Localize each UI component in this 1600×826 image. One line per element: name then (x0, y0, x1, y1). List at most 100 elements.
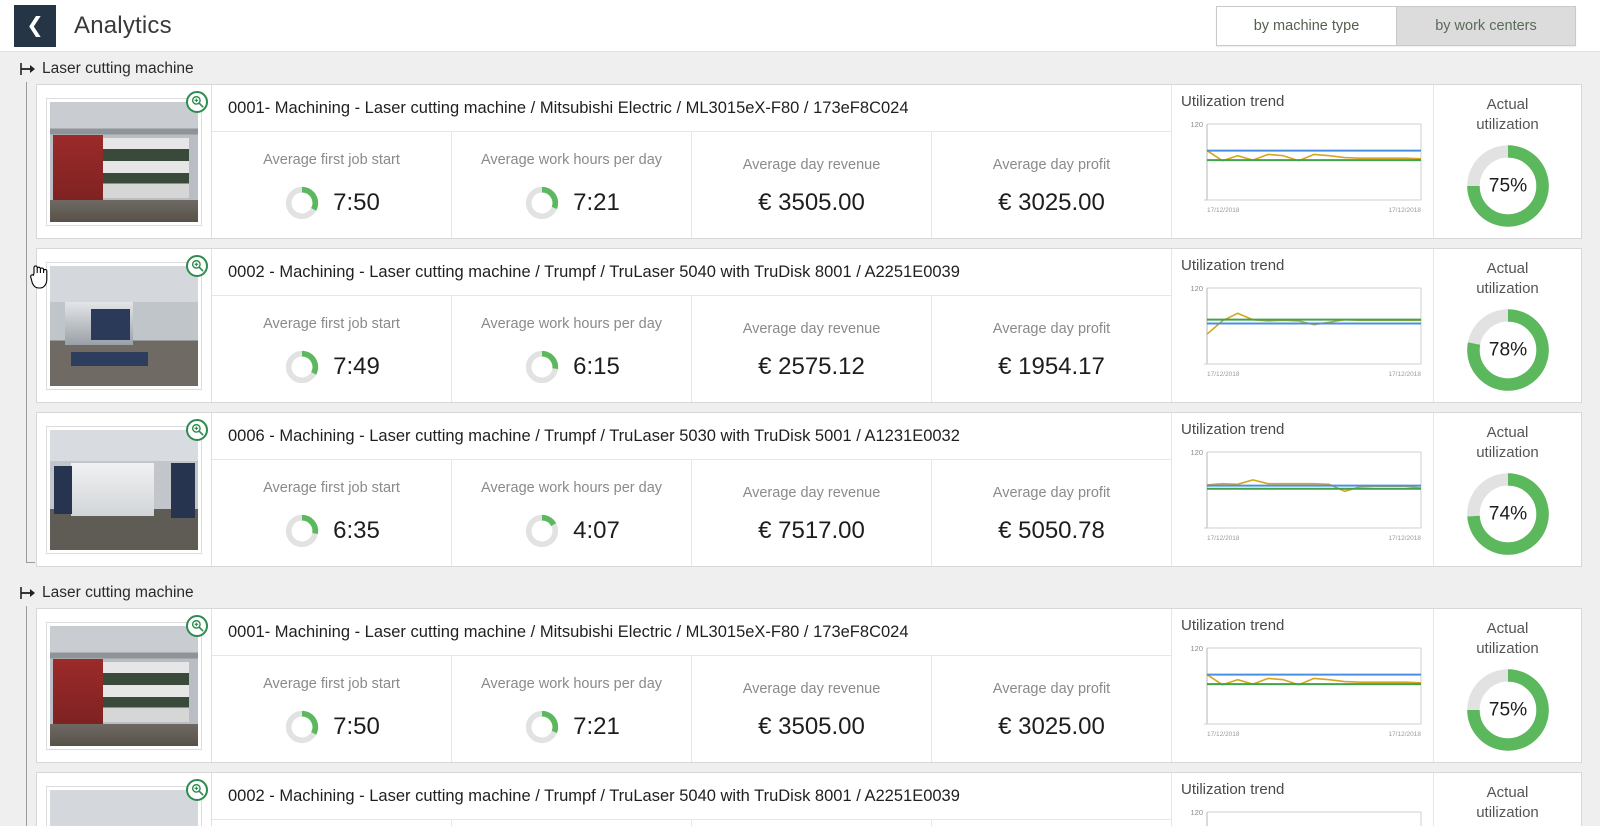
machine-card[interactable]: 0002 - Machining - Laser cutting machine… (36, 248, 1582, 403)
metric-label: Average work hours per day (480, 152, 663, 168)
metric-value: € 3505.00 (758, 713, 865, 740)
metric-day-revenue: Average day revenue € 7517.00 (692, 460, 932, 566)
metrics-row: Average first job start 7:49 Average work … (212, 296, 1171, 402)
thumbnail-frame (46, 254, 208, 390)
y-tick-label: 120 (1190, 284, 1203, 293)
gauge-value: 75% (1488, 176, 1526, 197)
magnifier-plus-icon[interactable] (186, 418, 208, 441)
magnifier-plus-icon[interactable] (186, 614, 208, 637)
gauge-label-line1: Actual (1486, 424, 1529, 441)
machine-card[interactable]: 0001- Machining - Laser cutting machine … (36, 608, 1582, 763)
gauge-label: Actual utilization (1476, 783, 1539, 822)
chart-title: Utilization trend (1181, 93, 1285, 110)
metric-value-row: 7:50 (283, 184, 380, 222)
metric-value-row: € 5050.78 (998, 517, 1105, 545)
trend-line-utilization (1206, 673, 1422, 686)
group-title: Laser cutting machine (42, 584, 194, 601)
machine-photo (50, 789, 198, 826)
utilization-trend-chart: 120 17/12/2018 17/12/2018 (1190, 448, 1422, 542)
thumbnail-cell (37, 773, 212, 826)
machine-card[interactable]: 0002 - Machining - Laser cutting machine… (36, 772, 1582, 826)
toggle-by-machine-type[interactable]: by machine type (1217, 7, 1396, 45)
machine-main-cell: 0001- Machining - Laser cutting machine … (212, 609, 1171, 762)
metric-value-row: € 3025.00 (998, 713, 1105, 741)
metric-value-row: 6:35 (283, 512, 380, 550)
magnifier-plus-icon[interactable] (186, 254, 208, 277)
machine-card[interactable]: 0006 - Machining - Laser cutting machine… (36, 412, 1582, 567)
analytics-content[interactable]: Laser cutting machine 0001- Machining - L… (0, 52, 1600, 826)
magnifier-plus-icon[interactable] (186, 778, 208, 801)
gauge-label: Actual utilization (1476, 619, 1539, 658)
group-body: 0001- Machining - Laser cutting machine … (0, 84, 1600, 567)
gauge-label-line1: Actual (1486, 784, 1529, 801)
metric-value: 4:07 (573, 517, 620, 544)
group-header[interactable]: Laser cutting machine (0, 576, 1600, 608)
mini-progress-ring (525, 186, 559, 220)
machine-title: 0002 - Machining - Laser cutting machine… (212, 773, 1171, 820)
metric-value-row: 6:15 (523, 348, 620, 386)
utilization-trend-chart: 120 17/12/2018 17/12/2018 (1190, 284, 1422, 378)
gauge-label-line2: utilization (1476, 443, 1539, 461)
chart-title: Utilization trend (1181, 421, 1285, 438)
metric-day-profit: Average day profit€ 1954.17 (932, 296, 1171, 402)
metric-value: € 2575.12 (758, 353, 865, 380)
magnifier-plus-icon[interactable] (186, 90, 208, 113)
metric-work-hours-per-day: Average work hours per day 7:21 (452, 656, 692, 762)
metric-day-profit: Average day profit € 3025.00 (932, 132, 1171, 238)
metric-value-row: € 7517.00 (758, 517, 865, 545)
metric-first-job-start: Average first job start 7:50 (212, 132, 452, 238)
metric-day-profit: Average day profit€ 1954.17 (932, 820, 1171, 826)
y-tick-label: 120 (1190, 808, 1203, 817)
machine-card[interactable]: 0001- Machining - Laser cutting machine … (36, 84, 1582, 239)
machine-title: 0001- Machining - Laser cutting machine … (212, 85, 1171, 132)
gauge-label: Actual utilization (1476, 423, 1539, 462)
x-tick-label-start: 17/12/2018 (1207, 535, 1240, 542)
metric-value: € 5050.78 (998, 517, 1105, 544)
page-title: Analytics (74, 11, 172, 39)
x-tick-label-start: 17/12/2018 (1207, 731, 1240, 738)
metric-day-profit: Average day profit € 5050.78 (932, 460, 1171, 566)
back-button[interactable]: ❮ (14, 4, 56, 47)
metric-label: Average first job start (263, 316, 400, 332)
metric-value: 7:21 (573, 713, 620, 740)
utilization-gauge: 75% (1466, 669, 1549, 751)
machine-photo (50, 265, 198, 386)
metric-label: Average day revenue (742, 681, 881, 697)
metric-label: Average day profit (992, 681, 1111, 697)
metric-day-revenue: Average day revenue € 2575.12 (692, 296, 932, 402)
gauge-label-line1: Actual (1486, 620, 1529, 637)
toggle-by-work-centers[interactable]: by work centers (1396, 7, 1575, 45)
metric-value-row: € 3505.00 (758, 189, 865, 217)
metric-label: Average work hours per day (480, 676, 663, 692)
group-rail (26, 606, 27, 826)
metric-label: Average day revenue (742, 485, 881, 501)
chevron-left-icon: ❮ (26, 14, 44, 37)
mini-progress-ring (525, 350, 559, 384)
chart-title: Utilization trend (1181, 257, 1285, 274)
metric-label: Average first job start (263, 152, 400, 168)
metric-first-job-start: Average first job start 7:50 (212, 656, 452, 762)
gauge-label-line2: utilization (1476, 115, 1539, 133)
metric-label: Average day profit (992, 321, 1111, 337)
x-tick-label-end: 17/12/2018 (1388, 371, 1421, 378)
x-tick-label-start: 17/12/2018 (1207, 371, 1240, 378)
y-tick-label: 120 (1190, 120, 1203, 129)
metric-value-row: 7:49 (283, 348, 380, 386)
group-title: Laser cutting machine (42, 60, 194, 77)
metric-value-row: € 3025.00 (998, 189, 1105, 217)
view-toggle-group[interactable]: by machine type by work centers (1216, 6, 1576, 46)
group-header[interactable]: Laser cutting machine (0, 52, 1600, 84)
gauge-value: 78% (1488, 340, 1526, 361)
metric-label: Average first job start (263, 480, 400, 496)
machine-main-cell: 0002 - Machining - Laser cutting machine… (212, 773, 1171, 826)
machine-main-cell: 0002 - Machining - Laser cutting machine… (212, 249, 1171, 402)
top-bar: ❮ Analytics by machine type by work cent… (0, 0, 1600, 52)
metric-value: 7:21 (573, 189, 620, 216)
metric-work-hours-per-day: Average work hours per day 7:21 (452, 132, 692, 238)
